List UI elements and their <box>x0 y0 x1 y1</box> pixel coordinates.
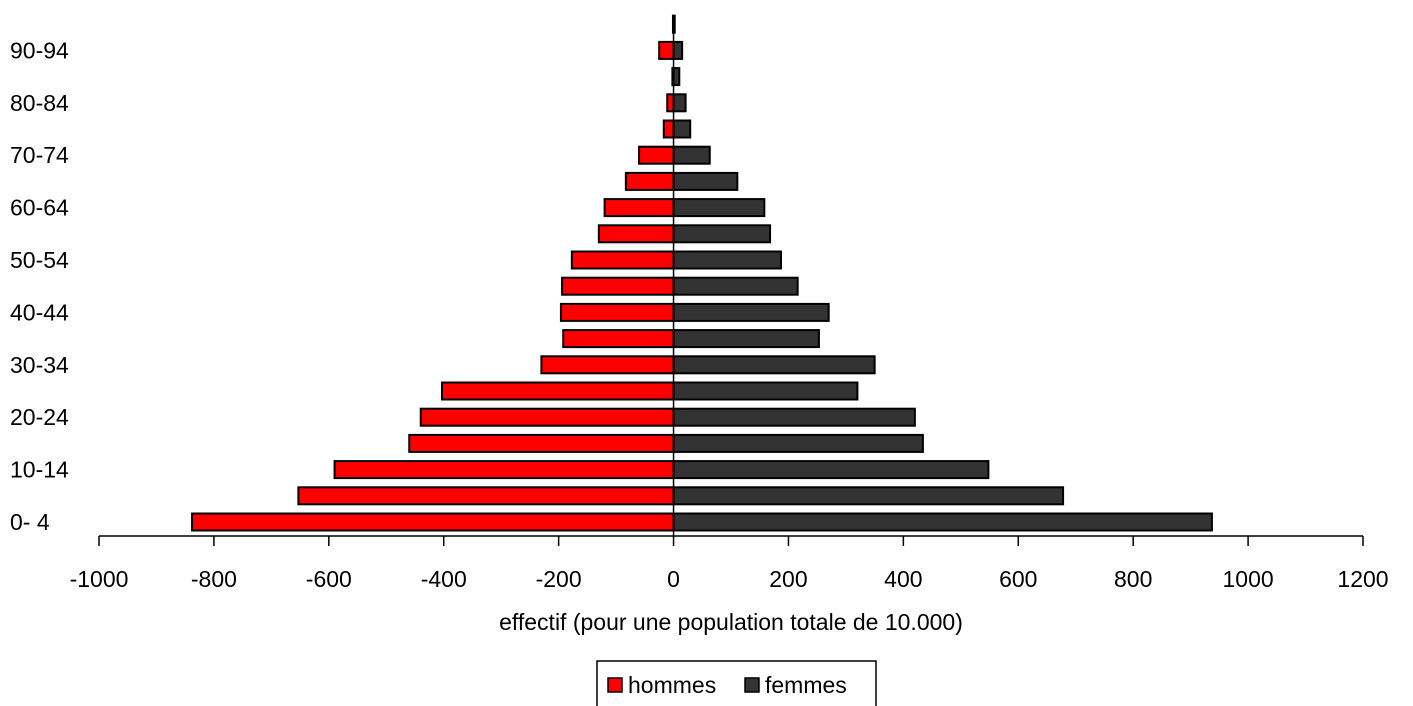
bar-hommes-11 <box>597 224 675 244</box>
bar-femmes-15 <box>672 119 692 139</box>
x-tick-label: 200 <box>769 566 807 592</box>
bar-femmes-12 <box>672 198 766 218</box>
category-label: 60-64 <box>10 195 69 221</box>
x-tick-label: -200 <box>536 566 582 592</box>
bar-femmes-11 <box>672 224 772 244</box>
category-label: 20-24 <box>10 404 69 430</box>
legend: hommes femmes <box>596 660 877 706</box>
bar-femmes-7 <box>672 329 820 349</box>
legend-swatch-hommes <box>607 677 623 693</box>
x-tick-label: 600 <box>999 566 1037 592</box>
bars-group <box>191 14 1213 532</box>
x-tick-label: 0 <box>667 566 680 592</box>
category-label: 10-14 <box>10 457 69 483</box>
bar-hommes-6 <box>540 355 675 375</box>
bar-hommes-18 <box>658 40 675 60</box>
x-tick-label: 1200 <box>1337 566 1388 592</box>
bar-hommes-12 <box>603 198 675 218</box>
bar-femmes-0 <box>672 512 1213 532</box>
bar-femmes-1 <box>672 486 1065 506</box>
bar-hommes-1 <box>297 486 675 506</box>
bar-femmes-14 <box>672 145 711 165</box>
bar-femmes-13 <box>672 171 739 191</box>
bar-hommes-10 <box>570 250 675 270</box>
bar-hommes-13 <box>624 171 675 191</box>
bar-hommes-5 <box>441 381 675 401</box>
bar-femmes-18 <box>672 40 684 60</box>
x-tick-label: 1000 <box>1223 566 1274 592</box>
x-tick-label: -600 <box>306 566 352 592</box>
x-tick-label: 400 <box>884 566 922 592</box>
legend-box <box>596 660 877 706</box>
x-tick-label: -400 <box>421 566 467 592</box>
category-label: 30-34 <box>10 352 69 378</box>
legend-label-hommes: hommes <box>628 672 716 698</box>
bar-femmes-16 <box>672 93 687 113</box>
bar-hommes-7 <box>562 329 675 349</box>
bar-femmes-4 <box>672 407 916 427</box>
bar-femmes-10 <box>672 250 782 270</box>
category-label: 0- 4 <box>10 509 50 535</box>
x-tick-labels: -1000 -800 -600 -400 -200 0 200 400 600 800 1000 12… <box>70 566 1389 592</box>
category-labels: 0- 4 10-14 20-24 30-34 40-44 50-54 60-64 70-74 8… <box>10 37 69 535</box>
legend-swatch-femmes <box>744 677 760 693</box>
x-tick-label: 800 <box>1114 566 1152 592</box>
bar-hommes-15 <box>662 119 675 139</box>
bar-femmes-6 <box>672 355 876 375</box>
bar-hommes-2 <box>333 460 675 480</box>
category-label: 90-94 <box>10 37 69 63</box>
bar-hommes-3 <box>408 433 675 453</box>
bar-femmes-9 <box>672 276 799 296</box>
bar-femmes-2 <box>672 460 990 480</box>
category-label: 80-84 <box>10 90 69 116</box>
bar-hommes-8 <box>559 302 675 322</box>
bar-hommes-14 <box>638 145 675 165</box>
bar-femmes-17 <box>672 67 681 87</box>
x-axis <box>98 16 1364 546</box>
x-tick-label: -1000 <box>70 566 129 592</box>
category-label: 70-74 <box>10 142 69 168</box>
category-label: 40-44 <box>10 299 69 325</box>
bar-hommes-0 <box>191 512 675 532</box>
bar-femmes-8 <box>672 302 830 322</box>
x-axis-title: effectif (pour une population totale de … <box>499 609 963 635</box>
bar-hommes-9 <box>561 276 675 296</box>
category-label: 50-54 <box>10 247 69 273</box>
bar-femmes-5 <box>672 381 859 401</box>
legend-label-femmes: femmes <box>765 672 847 698</box>
bar-femmes-3 <box>672 433 924 453</box>
x-tick-label: -800 <box>191 566 237 592</box>
bar-hommes-4 <box>419 407 675 427</box>
